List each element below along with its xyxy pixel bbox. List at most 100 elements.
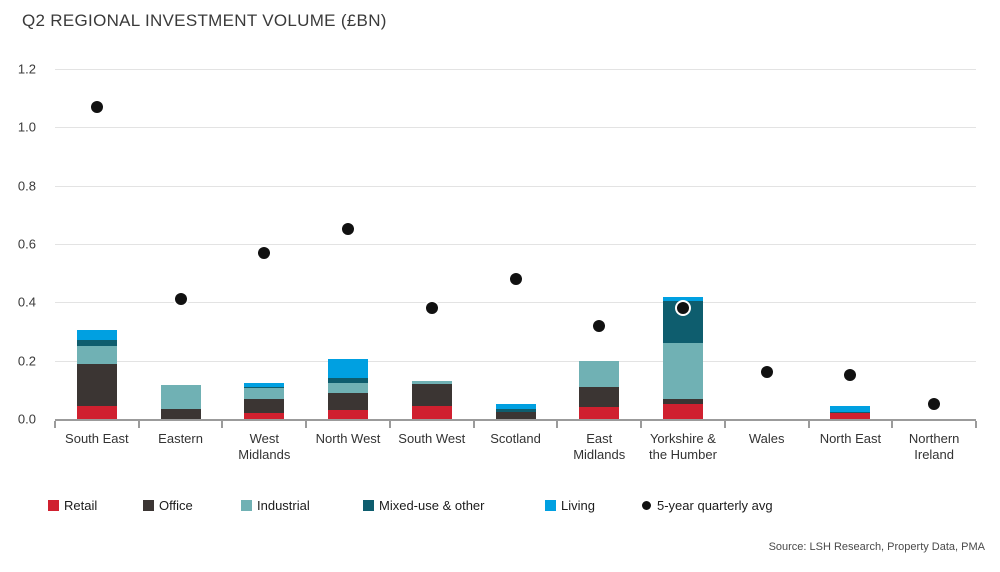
bar-segment-living (662, 296, 703, 301)
avg-marker-dot (258, 246, 271, 259)
avg-marker-dot (928, 398, 941, 411)
bar-segment-mixed-use-other (244, 386, 285, 389)
x-axis-category-label: West Midlands (238, 431, 291, 462)
y-axis-tick-label: 1.0 (17, 119, 36, 135)
x-axis-tick (388, 421, 391, 428)
legend-color-swatch (143, 500, 154, 511)
chart-title: Q2 REGIONAL INVESTMENT VOLUME (£BN) (22, 11, 387, 30)
x-axis-tick (640, 421, 643, 428)
x-axis-category-label: South East (65, 431, 129, 446)
x-axis-category-label: Wales (748, 431, 785, 446)
bar-segment-industrial (662, 343, 703, 399)
bar-segment-retail (662, 404, 703, 419)
x-axis-tick (807, 421, 810, 428)
x-axis-category-label: Eastern (158, 431, 203, 446)
avg-marker-dot (844, 369, 857, 382)
y-axis-tick-label: 0.0 (17, 411, 36, 427)
x-axis-tick (137, 421, 140, 428)
bar-segment-living (76, 330, 117, 341)
legend-label: Retail (64, 498, 98, 513)
bar-segment-industrial (579, 360, 620, 387)
avg-marker-dot (174, 293, 187, 306)
y-axis-tick-label: 0.6 (17, 236, 36, 252)
bar-segment-office (579, 386, 620, 408)
bar-segment-retail (328, 410, 369, 419)
bar-segment-office (662, 398, 703, 405)
bar-segment-industrial (328, 382, 369, 393)
x-axis-category-label: Scotland (490, 431, 541, 446)
x-axis-tick (305, 421, 308, 428)
bar-segment-mixed-use-other (830, 411, 871, 414)
bar-segment-mixed-use-other (495, 408, 536, 412)
x-axis-category-label: South West (398, 431, 466, 446)
bar-segment-office (495, 411, 536, 419)
legend-color-swatch (363, 500, 374, 511)
legend-item-5-year-quarterly-avg: 5-year quarterly avg (642, 498, 773, 513)
avg-marker-dot (342, 223, 355, 236)
legend-item-industrial: Industrial (241, 498, 310, 513)
legend-label: Living (561, 498, 595, 513)
x-axis-tick (891, 421, 894, 428)
x-axis-tick (975, 421, 977, 428)
x-axis-tick (472, 421, 475, 428)
legend-item-mixed-use-other: Mixed-use & other (363, 498, 485, 513)
avg-marker-dot (593, 319, 606, 332)
y-axis-tick-label: 0.4 (17, 294, 36, 310)
bar-segment-living (830, 405, 871, 412)
gridline-1.0 (55, 127, 976, 129)
y-axis-tick-label: 0.2 (17, 353, 36, 369)
legend-color-swatch (241, 500, 252, 511)
bar-segment-office (244, 398, 285, 414)
avg-marker-dot (425, 302, 438, 315)
gridline-0.4 (55, 302, 976, 304)
y-axis-tick-label: 0.8 (17, 178, 36, 194)
avg-marker-dot (676, 302, 689, 315)
x-axis-category-label: Yorkshire & the Humber (648, 431, 717, 462)
bar-segment-office (328, 392, 369, 411)
x-axis-category-label: North West (315, 431, 381, 446)
legend-item-office: Office (143, 498, 193, 513)
x-axis-line (55, 419, 976, 421)
legend-color-swatch (48, 500, 59, 511)
x-axis-tick (556, 421, 559, 428)
legend-label: Mixed-use & other (379, 498, 485, 513)
legend-item-living: Living (545, 498, 595, 513)
bar-segment-office (411, 384, 452, 406)
bar-segment-retail (579, 407, 620, 419)
x-axis-tick (723, 421, 726, 428)
bar-segment-living (495, 404, 536, 409)
bar-segment-industrial (76, 346, 117, 364)
bar-segment-retail (830, 413, 871, 419)
x-axis-category-label: East Midlands (573, 431, 626, 462)
bar-segment-retail (76, 405, 117, 419)
bar-segment-retail (244, 413, 285, 419)
x-axis-category-label: Northern Ireland (908, 431, 960, 462)
bar-segment-living (244, 382, 285, 387)
legend-dot-marker (642, 501, 651, 510)
x-axis-tick (54, 421, 56, 428)
avg-marker-dot (760, 366, 773, 379)
bar-segment-industrial (160, 385, 201, 409)
bar-segment-industrial (411, 381, 452, 384)
y-axis-tick-label: 1.2 (17, 61, 36, 77)
bar-segment-mixed-use-other (328, 378, 369, 383)
source-note: Source: LSH Research, Property Data, PMA (768, 541, 985, 553)
legend-color-swatch (545, 500, 556, 511)
gridline-1.2 (55, 69, 976, 70)
legend-label: 5-year quarterly avg (657, 498, 773, 513)
gridline-0.8 (55, 185, 976, 187)
legend-item-retail: Retail (48, 498, 98, 513)
gridline-0.2 (55, 360, 976, 362)
gridline-0.6 (55, 244, 976, 245)
legend-label: Industrial (257, 498, 310, 513)
bar-segment-mixed-use-other (76, 340, 117, 347)
x-axis-tick (221, 421, 224, 428)
bar-segment-office (160, 408, 201, 419)
bar-segment-industrial (244, 388, 285, 399)
bar-segment-living (328, 359, 369, 379)
bar-segment-office (76, 363, 117, 406)
bar-segment-retail (411, 405, 452, 419)
avg-marker-dot (509, 273, 522, 285)
